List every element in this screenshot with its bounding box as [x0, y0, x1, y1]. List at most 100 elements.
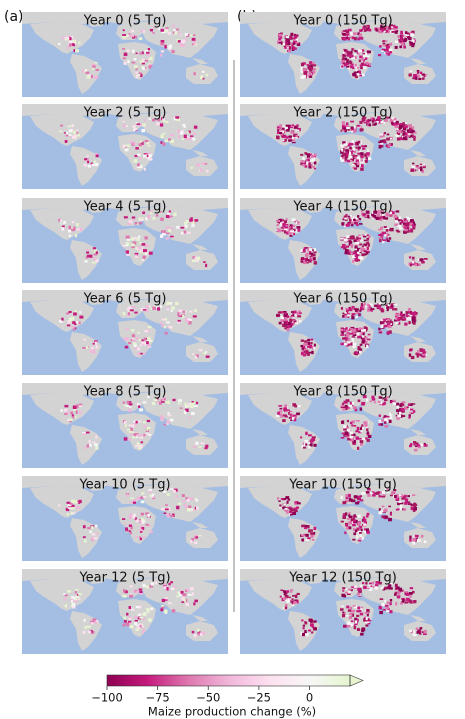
crop-cell	[413, 75, 417, 79]
crop-cell	[386, 306, 390, 310]
crop-cell	[78, 41, 81, 45]
crop-cell	[346, 237, 350, 240]
land	[22, 198, 228, 210]
crop-cell	[164, 139, 169, 143]
crop-cell	[156, 397, 159, 402]
crop-cell	[140, 496, 144, 499]
crop-cell	[92, 247, 97, 250]
land	[240, 198, 446, 210]
crop-cell	[198, 348, 203, 352]
crop-cell	[90, 622, 94, 625]
crop-cell	[400, 30, 404, 35]
crop-cell	[385, 608, 389, 611]
crop-cell	[367, 488, 371, 490]
crop-cell	[73, 312, 77, 316]
crop-cell	[344, 127, 348, 131]
crop-cell	[194, 401, 199, 405]
crop-cell	[310, 439, 313, 443]
crop-cell	[361, 492, 366, 495]
crop-cell	[356, 527, 359, 530]
crop-cell	[58, 43, 61, 45]
crop-cell	[190, 166, 193, 169]
crop-cell	[129, 501, 134, 504]
crop-cell	[412, 162, 415, 165]
crop-cell	[76, 596, 80, 598]
crop-cell	[166, 308, 170, 311]
crop-cell	[341, 408, 346, 411]
land	[302, 203, 325, 213]
crop-cell	[86, 444, 90, 448]
crop-cell	[354, 605, 357, 609]
crop-cell	[285, 38, 290, 41]
crop-cell	[170, 139, 174, 144]
crop-cell	[137, 153, 141, 156]
crop-cell	[412, 538, 416, 542]
crop-cell	[340, 307, 344, 310]
crop-cell	[61, 36, 65, 40]
crop-cell	[362, 63, 367, 66]
crop-cell	[147, 58, 151, 61]
crop-cell	[398, 128, 401, 131]
crop-cell	[413, 506, 417, 508]
crop-cell	[279, 595, 282, 598]
crop-cell	[363, 158, 366, 162]
crop-cell	[348, 606, 353, 610]
crop-cell	[350, 158, 353, 161]
crop-cell	[287, 46, 292, 50]
crop-cell	[345, 329, 348, 333]
crop-cell	[143, 153, 148, 155]
crop-cell	[94, 162, 99, 167]
crop-cell	[196, 256, 201, 261]
crop-cell	[290, 42, 293, 45]
crop-cell	[308, 165, 312, 169]
crop-cell	[354, 56, 357, 60]
crop-cell	[71, 507, 75, 510]
crop-cell	[366, 155, 370, 158]
crop-cell	[340, 237, 344, 240]
crop-cell	[157, 118, 161, 122]
crop-cell	[359, 128, 364, 131]
crop-cell	[141, 492, 145, 495]
crop-cell	[397, 502, 400, 506]
crop-cell	[147, 338, 151, 342]
crop-cell	[362, 332, 365, 336]
crop-cell	[350, 126, 354, 129]
crop-cell	[394, 26, 398, 29]
panel-title: Year 8 (5 Tg)	[83, 385, 167, 400]
crop-cell	[177, 591, 180, 595]
crop-cell	[288, 135, 292, 138]
crop-cell	[380, 587, 384, 590]
crop-cell	[294, 134, 298, 137]
crop-cell	[386, 318, 391, 322]
crop-cell	[142, 612, 147, 616]
crop-cell	[148, 64, 153, 67]
crop-cell	[390, 401, 395, 404]
crop-cell	[408, 37, 412, 40]
crop-cell	[390, 118, 393, 122]
crop-cell	[165, 504, 168, 506]
crop-cell	[352, 605, 356, 607]
crop-cell	[366, 55, 370, 58]
crop-cell	[394, 308, 398, 311]
crop-cell	[88, 440, 91, 444]
crop-cell	[152, 306, 156, 310]
crop-cell	[346, 309, 349, 313]
crop-cell	[279, 504, 282, 507]
crop-cell	[310, 342, 313, 345]
crop-cell	[383, 48, 386, 52]
crop-cell	[364, 154, 367, 157]
crop-cell	[312, 64, 317, 67]
crop-cell	[378, 606, 383, 610]
crop-cell	[354, 128, 357, 132]
crop-cell	[94, 341, 98, 345]
crop-cell	[71, 499, 74, 503]
crop-cell	[146, 339, 149, 342]
crop-cell	[342, 218, 346, 221]
crop-cell	[148, 154, 152, 158]
crop-cell	[350, 431, 353, 435]
crop-cell	[291, 417, 295, 420]
crop-cell	[73, 416, 77, 419]
crop-cell	[175, 28, 180, 31]
crop-cell	[360, 608, 363, 611]
crop-cell	[167, 400, 170, 405]
